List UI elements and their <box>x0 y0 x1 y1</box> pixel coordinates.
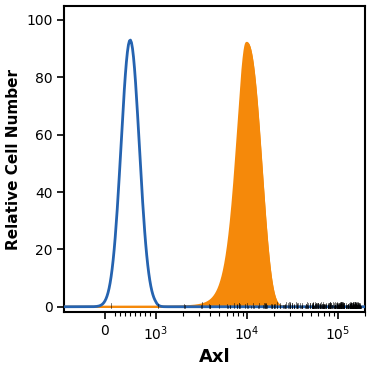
X-axis label: Axl: Axl <box>199 349 231 366</box>
Y-axis label: Relative Cell Number: Relative Cell Number <box>6 68 20 250</box>
